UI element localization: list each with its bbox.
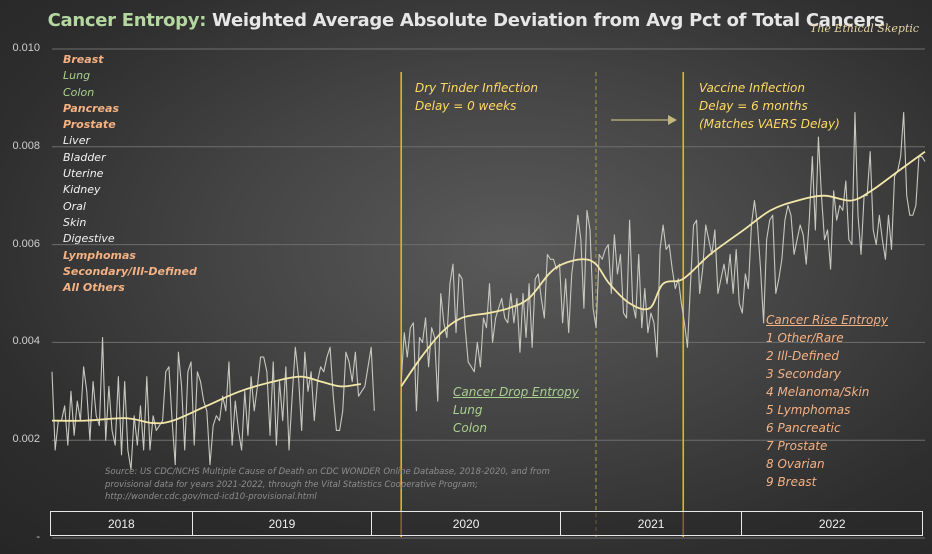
- annotation-line: Delay = 6 months: [699, 99, 808, 113]
- cancer-rise-box: Cancer Rise Entropy 1 Other/Rare 2 Ill-De…: [766, 311, 888, 491]
- rise-item: 3 Secondary: [766, 367, 841, 381]
- weekly-series: [51, 112, 926, 471]
- source-note: Source: US CDC/NCHS Multiple Cause of De…: [105, 466, 550, 504]
- trend-line: [51, 375, 362, 425]
- y-tick-label: 0.004: [12, 335, 40, 348]
- vertical-markers: [400, 72, 685, 537]
- rise-item: 9 Breast: [766, 475, 817, 489]
- legend-item: All Others: [63, 281, 125, 295]
- trend-line: [400, 150, 926, 387]
- chart-title-highlight: Cancer Entropy:: [47, 10, 207, 31]
- legend-item: Skin: [63, 215, 87, 229]
- weekly-line: [400, 112, 926, 412]
- cancer-drop-box: Cancer Drop Entropy Lung Colon: [453, 383, 579, 437]
- y-tick-label: 0.008: [12, 139, 40, 152]
- legend-item: Uterine: [63, 167, 104, 181]
- y-tick-label: -: [36, 531, 40, 543]
- rise-item: 2 Ill-Defined: [766, 349, 839, 363]
- chart-title: Cancer Entropy: Weighted Average Absolut…: [0, 10, 932, 31]
- y-tick-label: 0.002: [12, 433, 40, 446]
- year-band: 2019: [193, 512, 373, 535]
- annotation-line: (Matches VAERS Delay): [699, 117, 840, 131]
- year-band: 2022: [818, 516, 846, 531]
- rise-item: 4 Melanoma/Skin: [766, 385, 870, 399]
- source-line: Source: US CDC/NCHS Multiple Cause of De…: [105, 467, 550, 477]
- vaccine-annotation: Vaccine Inflection Delay = 6 months (Mat…: [699, 79, 840, 133]
- year-band: 2018: [51, 512, 193, 535]
- trend-series: [51, 150, 926, 425]
- weekly-line: [51, 336, 375, 471]
- legend-item: Kidney: [63, 183, 101, 197]
- drop-item: Colon: [453, 421, 488, 435]
- year-axis: 2018 2019 2020 2021 2022: [50, 511, 923, 536]
- annotation-line: Delay = 0 weeks: [415, 99, 517, 113]
- legend-item: Lung: [63, 69, 91, 83]
- source-line: http://wonder.cdc.gov/mcd-icd10-provisio…: [105, 492, 317, 502]
- y-tick-label: 0.006: [12, 237, 40, 250]
- source-line: provisional data for years 2021-2022, th…: [105, 479, 478, 490]
- y-tick-label: 0.010: [12, 42, 40, 54]
- legend-item: Secondary/Ill-Defined: [63, 264, 197, 278]
- legend-item: Colon: [63, 85, 95, 99]
- arrow-icon: [611, 115, 677, 125]
- legend-item: Pancreas: [63, 101, 119, 115]
- rise-item: 5 Lymphomas: [766, 403, 851, 417]
- rise-item: 6 Pancreatic: [766, 421, 841, 435]
- chart-title-rest: Weighted Average Absolute Deviation from…: [206, 10, 885, 31]
- rise-item: 7 Prostate: [766, 439, 828, 453]
- legend-item: Liver: [63, 134, 90, 148]
- legend-item: Lymphomas: [63, 248, 136, 262]
- grid-lines: [52, 48, 925, 539]
- dry-tinder-annotation: Dry Tinder Inflection Delay = 0 weeks: [415, 79, 538, 115]
- legend-item: Prostate: [63, 118, 116, 132]
- rise-item: 8 Ovarian: [766, 457, 825, 471]
- rise-item: 1 Other/Rare: [766, 331, 844, 345]
- annotation-line: Vaccine Inflection: [699, 81, 805, 95]
- arrow-head: [668, 115, 677, 125]
- drop-title: Cancer Drop Entropy: [453, 385, 579, 399]
- annotation-line: Dry Tinder Inflection: [415, 81, 538, 95]
- rise-title: Cancer Rise Entropy: [766, 313, 889, 327]
- legend-item: Bladder: [63, 150, 106, 164]
- legend-item: Oral: [63, 199, 86, 213]
- legend-item: Breast: [63, 53, 104, 66]
- brand-logo: The Ethical Skeptic: [810, 22, 920, 35]
- year-band: 2020: [372, 512, 561, 535]
- year-band: 2021: [561, 512, 743, 535]
- drop-item: Lung: [453, 403, 483, 417]
- cancer-legend: Breast Lung Colon Pancreas Prostate Liver Blad…: [63, 52, 197, 296]
- legend-item: Digestive: [63, 232, 115, 246]
